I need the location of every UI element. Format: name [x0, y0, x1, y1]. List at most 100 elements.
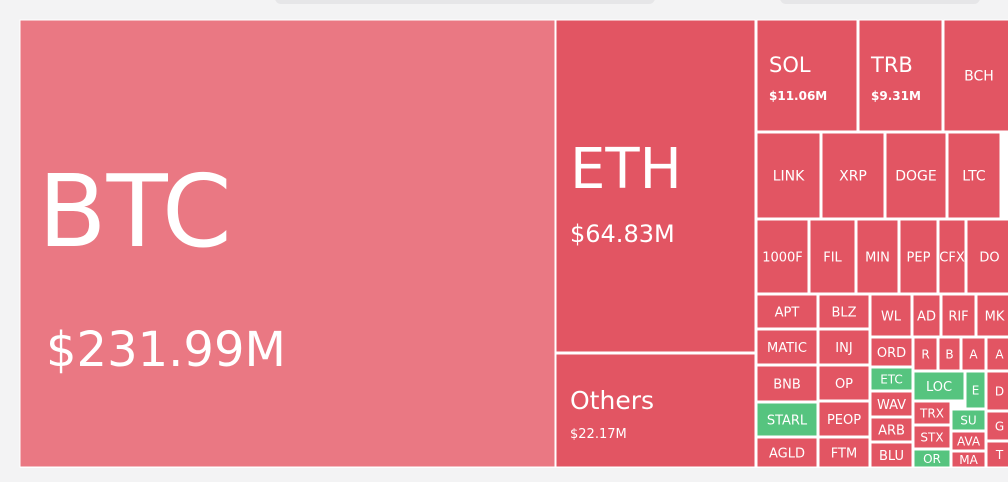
- tile-label: PEOP: [827, 413, 861, 428]
- tile-label: FTM: [831, 446, 857, 461]
- tile-label: MK: [985, 309, 1005, 324]
- tile-label: SU: [960, 413, 976, 427]
- tile-label: E: [972, 383, 980, 397]
- tile-background: [556, 20, 755, 352]
- tile: MK: [977, 295, 1008, 336]
- tile: ETC: [871, 368, 912, 390]
- tile-border: [966, 219, 1008, 294]
- tile: E: [966, 372, 985, 408]
- tile-border: [913, 337, 938, 371]
- tile-label: 1000F: [762, 250, 803, 265]
- tile-label: RIF: [948, 309, 968, 324]
- tile: DOGE: [886, 133, 946, 218]
- tile-border: [913, 449, 951, 468]
- tile: AVA: [952, 432, 985, 450]
- tile-background: [757, 133, 820, 218]
- tile-border: [818, 365, 870, 401]
- tile-label: Others: [570, 386, 654, 415]
- tile-background: [939, 338, 960, 370]
- tile: ETH $64.83M: [556, 20, 755, 352]
- tile-border: [938, 337, 961, 371]
- tile-border: [961, 337, 986, 371]
- tile-label: B: [945, 347, 953, 361]
- tile-background: [871, 338, 912, 366]
- tile-border: [913, 401, 951, 425]
- tile-label: INJ: [835, 341, 852, 356]
- tile: OP: [819, 366, 869, 400]
- tile-label: AGLD: [769, 446, 805, 461]
- tile-border: [856, 219, 899, 294]
- tile-label: BCH: [964, 69, 994, 85]
- tile-label: LTC: [962, 169, 986, 185]
- tile-border: [965, 371, 986, 409]
- tile-border: [555, 19, 756, 353]
- tile: SU: [952, 410, 985, 430]
- tile-border: [938, 219, 966, 294]
- tile-background: [952, 452, 985, 467]
- tile-border: [912, 294, 941, 337]
- tile-label: AVA: [957, 434, 981, 448]
- tile-border: [947, 132, 1001, 219]
- tile-border: [756, 294, 818, 329]
- tile-background: [757, 403, 817, 436]
- tile-background: [952, 410, 985, 430]
- tile-label: T: [995, 448, 1004, 462]
- tile: BLZ: [819, 295, 869, 328]
- tile: RIF: [942, 295, 975, 336]
- tile-background: [819, 330, 869, 364]
- tile-border: [986, 441, 1008, 468]
- tile-label: MIN: [865, 250, 890, 265]
- tile-background: [939, 220, 965, 293]
- tile-border: [818, 401, 870, 437]
- tile-label: CFX: [939, 250, 965, 265]
- tile-label: OR: [923, 452, 941, 466]
- tile: Others $22.17M: [556, 354, 755, 467]
- tile-background: [914, 450, 950, 467]
- tile-background: [757, 330, 817, 364]
- tile-label: OP: [835, 377, 853, 392]
- tile-label: APT: [775, 305, 800, 320]
- tile: STX: [914, 426, 950, 448]
- tile-label: ORD: [877, 346, 906, 361]
- tile: B: [939, 338, 960, 370]
- tile-label: BNB: [773, 377, 801, 392]
- tile-value: $9.31M: [871, 89, 921, 103]
- tile-background: [977, 295, 1008, 336]
- tile: FTM: [819, 438, 869, 467]
- tile-background: [914, 372, 964, 400]
- tile-border: [19, 19, 556, 468]
- tile-background: [944, 20, 1008, 131]
- tile-border: [941, 294, 976, 337]
- tile-border: [943, 19, 1008, 132]
- tile-background: [914, 402, 950, 424]
- tile-label: G: [995, 419, 1004, 433]
- tile-border: [809, 219, 856, 294]
- tile-background: [859, 20, 942, 131]
- tile: FIL: [810, 220, 855, 293]
- tile: STARL: [757, 403, 817, 436]
- tile-label: R: [921, 347, 929, 361]
- tile-border: [870, 391, 913, 417]
- tile: 1000F: [757, 220, 808, 293]
- tile-value: $11.06M: [769, 89, 827, 103]
- tile-border: [818, 294, 870, 329]
- toolbar-shape: [275, 0, 655, 4]
- tile-background: [871, 443, 912, 467]
- tile-background: [871, 392, 912, 416]
- toolbar-shape: [780, 0, 980, 4]
- tile-label: BTC: [38, 153, 232, 270]
- tile-border: [951, 409, 986, 431]
- tile: XRP: [822, 133, 884, 218]
- tile-label: DOGE: [895, 169, 937, 185]
- tile-background: [886, 133, 946, 218]
- tile-border: [818, 329, 870, 365]
- tile-background: [819, 402, 869, 436]
- tile-background: [871, 418, 912, 441]
- tile-background: [987, 442, 1008, 467]
- tile: G: [987, 412, 1008, 440]
- tile-label: MA: [959, 453, 978, 467]
- tile-label: D: [995, 384, 1004, 398]
- tile: A: [962, 338, 985, 370]
- tile: SOL $11.06M: [757, 20, 857, 131]
